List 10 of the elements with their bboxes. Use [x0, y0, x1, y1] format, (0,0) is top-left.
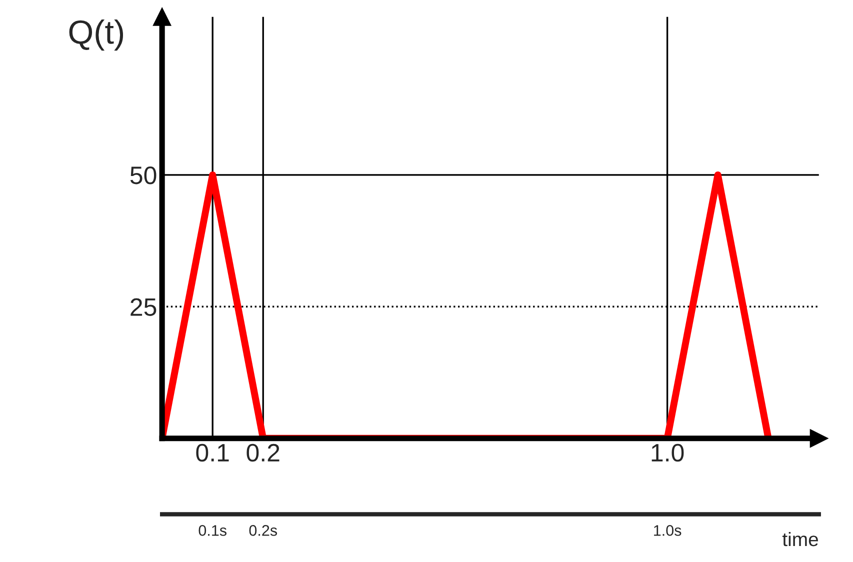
x2-tick-label: 0.1s [198, 525, 226, 536]
y-tick-label: 25 [130, 298, 156, 316]
x-tick-label: 0.2 [246, 444, 280, 462]
y-tick-label: 50 [130, 166, 156, 184]
y-axis-title: Q(t) [69, 20, 124, 51]
x2-tick-label: 1.0s [654, 525, 682, 536]
x2-axis-title: time [782, 532, 818, 546]
x2-tick-label: 0.2s [249, 525, 278, 536]
x-tick-label: 1.0 [652, 444, 684, 462]
x-tick-label: 0.1 [196, 444, 229, 462]
